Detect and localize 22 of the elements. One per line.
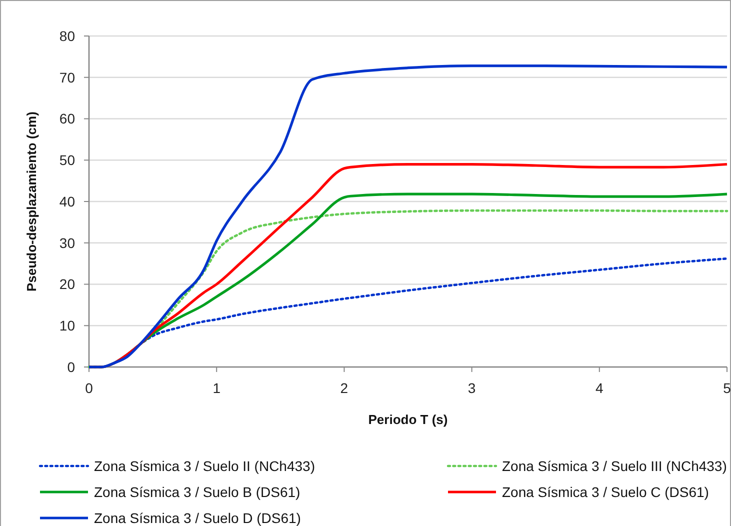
y-tick-label: 60 xyxy=(59,110,76,127)
legend-label: Zona Sísmica 3 / Suelo B (DS61) xyxy=(94,484,300,500)
legend-label: Zona Sísmica 3 / Suelo C (DS61) xyxy=(502,484,709,500)
y-tick-label: 20 xyxy=(59,276,76,292)
y-tick-label: 70 xyxy=(59,69,76,86)
x-tick-label: 5 xyxy=(723,380,731,396)
x-tick-label: 2 xyxy=(340,380,348,396)
x-axis-title: Periodo T (s) xyxy=(368,412,448,427)
x-tick-label: 3 xyxy=(468,380,476,396)
x-tick-label: 0 xyxy=(85,380,94,396)
x-tick-label: 1 xyxy=(212,380,221,396)
legend-label: Zona Sísmica 3 / Suelo III (NCh433) xyxy=(502,458,727,474)
y-tick-label: 50 xyxy=(59,152,76,168)
y-tick-label: 10 xyxy=(59,318,76,334)
legend-label: Zona Sísmica 3 / Suelo II (NCh433) xyxy=(94,458,315,474)
x-tick-label: 4 xyxy=(596,380,604,396)
y-tick-label: 80 xyxy=(59,28,76,44)
y-tick-label: 0 xyxy=(67,358,76,375)
y-axis-title: Pseudo-desplazamiento (cm) xyxy=(24,112,39,292)
legend-label: Zona Sísmica 3 / Suelo D (DS61) xyxy=(94,510,301,526)
y-tick-label: 30 xyxy=(59,234,76,251)
y-tick-label: 40 xyxy=(59,193,76,210)
